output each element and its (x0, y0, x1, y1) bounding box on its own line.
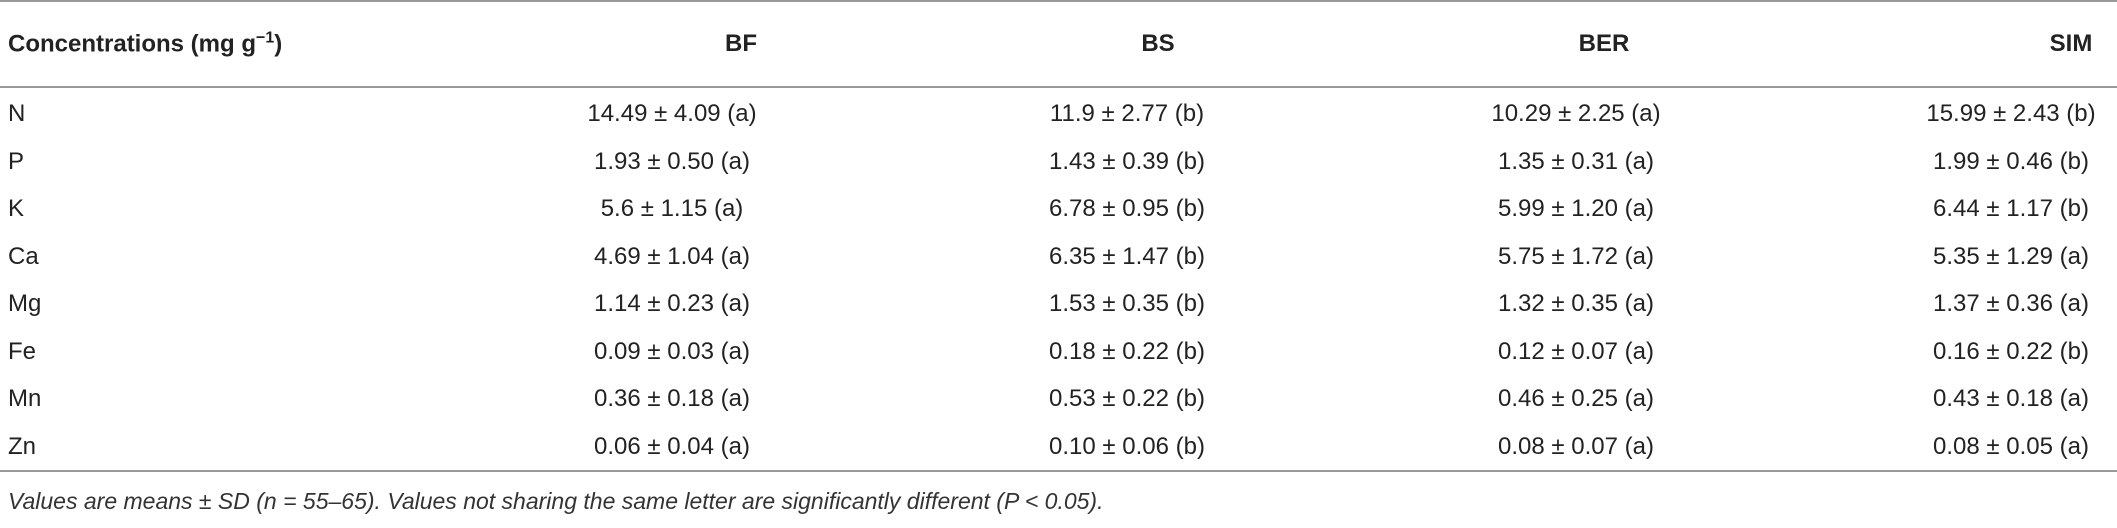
header-cell: BER (1578, 30, 1630, 57)
value-cell: 0.16 ± 0.22 (b) (1933, 337, 2089, 365)
value-cell: 0.08 ± 0.05 (a) (1933, 432, 2089, 460)
value-cell: 11.9 ± 2.77 (b) (1049, 100, 1205, 127)
value-cell: 5.6 ± 1.15 (a) (600, 195, 744, 222)
value-cell: 0.36 ± 0.18 (a) (594, 385, 750, 412)
value-cell: 1.32 ± 0.35 (a) (1498, 290, 1654, 317)
header-superscript: −1 (256, 29, 275, 47)
row-label: Ca (8, 242, 39, 270)
header-close: ) (274, 30, 283, 58)
row-label: Mn (8, 385, 42, 412)
header-cell: SIM (2049, 30, 2093, 57)
row-label: K (8, 195, 25, 222)
top-rule (0, 0, 2117, 2)
value-cell: 1.37 ± 0.36 (a) (1933, 290, 2089, 317)
value-cell: 0.53 ± 0.22 (b) (1049, 385, 1205, 412)
value-cell: 1.99 ± 0.46 (b) (1933, 147, 2089, 175)
value-cell: 6.35 ± 1.47 (b) (1049, 242, 1205, 270)
row-label: Fe (8, 337, 37, 365)
value-cell: 6.44 ± 1.17 (b) (1933, 195, 2089, 222)
value-cell: 1.53 ± 0.35 (b) (1049, 290, 1205, 317)
value-cell: 0.12 ± 0.07 (a) (1498, 337, 1654, 365)
row-label: Zn (8, 432, 37, 460)
value-cell: 0.46 ± 0.25 (a) (1498, 385, 1654, 412)
value-cell: 4.69 ± 1.04 (a) (594, 242, 750, 270)
value-cell: 0.18 ± 0.22 (b) (1049, 337, 1205, 365)
header-cell: Concentrations (mg g−1) (8, 29, 283, 58)
value-cell: 1.93 ± 0.50 (a) (594, 147, 750, 175)
value-cell: 1.43 ± 0.39 (b) (1049, 147, 1205, 175)
value-cell: 5.99 ± 1.20 (a) (1498, 195, 1654, 222)
value-cell: 0.06 ± 0.04 (a) (594, 432, 750, 460)
bottom-rule (0, 470, 2117, 472)
value-cell: 6.78 ± 0.95 (b) (1049, 195, 1205, 222)
value-cell: 5.35 ± 1.29 (a) (1933, 242, 2089, 270)
value-cell: 1.14 ± 0.23 (a) (594, 290, 750, 317)
header-rule (0, 86, 2117, 88)
value-cell: 5.75 ± 1.72 (a) (1498, 242, 1654, 270)
row-label: N (8, 100, 26, 127)
value-cell: 0.43 ± 0.18 (a) (1933, 385, 2089, 412)
value-cell: 0.10 ± 0.06 (b) (1049, 432, 1205, 460)
value-cell: 1.35 ± 0.31 (a) (1498, 147, 1654, 175)
value-cell: 0.08 ± 0.07 (a) (1498, 432, 1654, 460)
value-cell: 14.49 ± 4.09 (a) (587, 100, 757, 127)
value-cell: 0.09 ± 0.03 (a) (594, 337, 750, 365)
row-label: P (8, 147, 25, 175)
row-label: Mg (8, 290, 42, 317)
header-cell: BS (1141, 30, 1175, 57)
footnote: Values are means ± SD (n = 55–65). Value… (8, 488, 1104, 514)
value-cell: 10.29 ± 2.25 (a) (1491, 100, 1661, 127)
header-cell: BF (725, 30, 757, 57)
value-cell: 15.99 ± 2.43 (b) (1926, 100, 2096, 127)
